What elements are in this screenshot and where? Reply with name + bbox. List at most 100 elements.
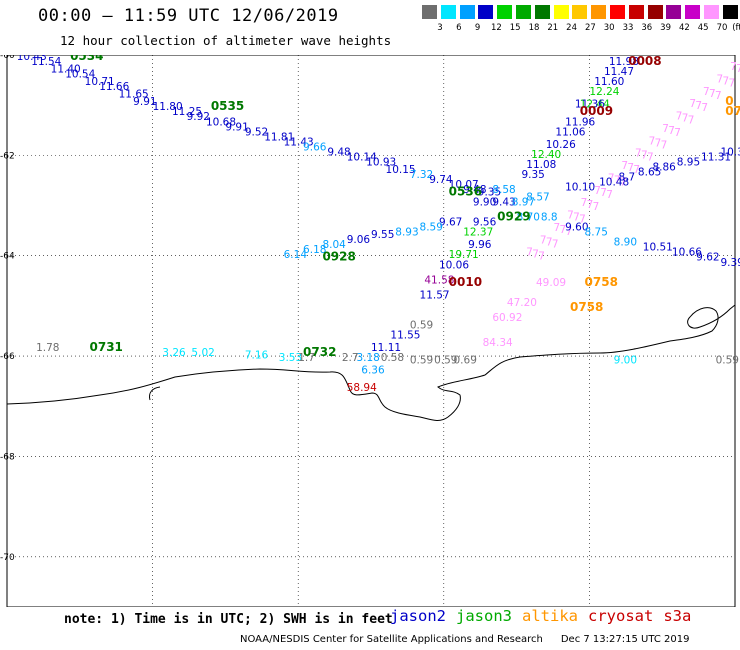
wave-height-label: 12.40	[531, 149, 561, 161]
s3a-track-mark: 7	[573, 212, 580, 224]
wave-height-label: 9.90	[473, 197, 496, 209]
legend-swatch	[628, 5, 644, 19]
legend-label: 12	[490, 23, 502, 33]
wave-height-label: 3.18	[356, 352, 379, 364]
wave-height-label: 7.16	[245, 350, 269, 362]
pass-time-label: 0008	[628, 55, 661, 68]
wave-height-label: 8.8	[541, 212, 558, 224]
s3a-track-mark: 7	[526, 247, 533, 259]
s3a-track-mark: 7	[723, 75, 730, 87]
s3a-track-mark: 7	[559, 224, 566, 236]
s3a-track-mark: 7	[674, 127, 681, 139]
s3a-track-mark: 7	[689, 98, 696, 110]
wave-height-label: 11.31	[701, 151, 731, 163]
s3a-track-mark: 7	[565, 226, 572, 238]
legend-label: 70	[716, 23, 728, 33]
wave-height-label: 9.43	[492, 197, 515, 209]
wave-height-label: 8.7	[619, 171, 636, 183]
legend-label: 42	[678, 23, 690, 33]
wave-height-label: 9.48	[327, 146, 350, 158]
pass-time-label: 0010	[449, 275, 482, 289]
s3a-track-mark: 7	[546, 236, 553, 248]
wave-height-label: 9.91	[133, 96, 156, 108]
s3a-track-mark: 7	[676, 111, 683, 123]
s3a-track: 7 7 77 7 77 7 77 7 77 7 77 7 77 7 77 7 77 7 77 7 77 7 77 7 77 7 77…	[526, 61, 740, 263]
s3a-track-mark: 7	[579, 214, 586, 226]
wave-height-label: 8.97	[512, 197, 535, 209]
satellite-cryosat: cryosat	[588, 607, 654, 625]
wave-height-label: 11.36	[575, 99, 605, 111]
legend-label: 15	[509, 23, 521, 33]
wave-height-label: 47.20	[507, 297, 537, 309]
wave-height-label: 9.62	[696, 252, 719, 264]
wave-height-label: 9.48	[463, 184, 486, 196]
wave-height-label: 1.7	[298, 352, 315, 364]
legend-label: 6	[456, 23, 462, 33]
wave-height-label: 11.43	[284, 136, 314, 148]
wave-height-label: 6.36	[361, 365, 385, 377]
wave-height-label: 0.59	[716, 355, 739, 367]
legend-label: 39	[660, 23, 671, 33]
legend-label: 36	[641, 23, 653, 33]
pass-time-label: 0929	[497, 210, 530, 224]
axis-labels: -60-62-64-66-68-70120123126129132135	[0, 55, 15, 563]
wave-height-label: 10.71	[85, 76, 115, 88]
s3a-track-mark: 7	[647, 152, 654, 164]
wave-height-label: 8.59	[420, 222, 443, 234]
map-grid	[6, 55, 736, 607]
wave-height-label: 11.08	[526, 159, 556, 171]
legend-swatch	[478, 5, 494, 19]
pass-time-label: 0928	[322, 250, 355, 264]
s3a-track-mark: 7	[715, 90, 722, 102]
wave-height-label: 12.37	[463, 227, 493, 239]
wave-height-label: 11.66	[99, 81, 129, 93]
s3a-track-mark: 7	[633, 164, 640, 176]
legend-swatch	[704, 5, 719, 19]
legend-label: 18	[528, 23, 540, 33]
coastline-inlet	[149, 386, 161, 401]
wave-height-label: 11.81	[264, 131, 294, 143]
wave-height-label: 3.53	[279, 352, 302, 364]
wave-height-label: 60.92	[492, 312, 522, 324]
wave-height-label: 84.34	[483, 337, 513, 349]
wave-height-label: 58.94	[347, 382, 377, 394]
wave-height-label: 0.58	[381, 352, 404, 364]
wave-height-label: 9.66	[303, 141, 327, 153]
page-subtitle: 12 hour collection of altimeter wave hei…	[60, 33, 392, 48]
legend-swatch	[610, 5, 625, 19]
legend-label: 24	[566, 23, 577, 33]
s3a-track-mark: 7	[655, 137, 662, 149]
observation-labels: 10.4311.5411.4010.5410.7111.6611.659.911…	[17, 55, 740, 394]
wave-height-label: 1.78	[36, 342, 59, 354]
wave-height-label: 9.06	[347, 234, 371, 246]
wave-height-label: 9.74	[429, 174, 453, 186]
wave-height-label: 10.48	[599, 176, 629, 188]
wave-height-label: 41.58	[424, 274, 454, 286]
wave-height-label: 10.43	[17, 55, 47, 63]
credit-text: NOAA/NESDIS Center for Satellite Applica…	[240, 634, 543, 645]
s3a-track-mark: 7	[608, 172, 615, 184]
legend-swatch	[666, 5, 682, 19]
s3a-track-mark: 7	[600, 187, 607, 199]
wave-height-label: 0.59	[410, 319, 433, 331]
wave-height-label: 11.98	[609, 56, 639, 68]
wave-height-label: 9.39	[720, 257, 740, 269]
s3a-track-mark: 7	[641, 150, 648, 162]
s3a-track-mark: 7	[553, 222, 560, 234]
s3a-track-mark: 7	[540, 234, 547, 246]
wave-height-label: 12.44	[580, 99, 610, 111]
wave-height-label: 10.54	[65, 69, 95, 81]
wave-height-label: 10.10	[565, 181, 595, 193]
legend-label: 30	[603, 23, 615, 33]
s3a-track-mark: 7	[668, 125, 675, 137]
wave-height-label: 8.93	[395, 227, 418, 239]
pass-time-label: 0758	[570, 300, 603, 314]
legend-label: 33	[622, 23, 634, 33]
pass-time-label: 0009	[580, 104, 613, 118]
wave-height-label: 11.65	[119, 89, 149, 101]
wave-height-label: 9.35	[521, 169, 544, 181]
pass-time-label: 0	[725, 94, 733, 108]
footer-note: note: 1) Time is in UTC; 2) SWH is in fe…	[64, 612, 393, 627]
legend-swatch	[422, 5, 437, 19]
